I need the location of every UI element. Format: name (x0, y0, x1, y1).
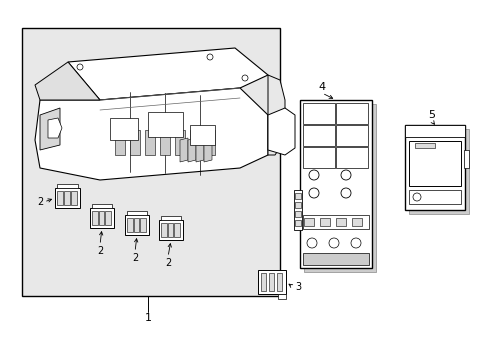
Bar (160, 130, 170, 155)
Polygon shape (267, 108, 294, 155)
Bar (335, 218, 346, 226)
Bar (174, 223, 180, 237)
Polygon shape (196, 138, 203, 162)
Bar (190, 125, 215, 145)
Text: 5: 5 (427, 110, 435, 120)
Bar (115, 130, 125, 155)
Circle shape (350, 238, 360, 248)
Bar (90, 208, 114, 228)
Circle shape (206, 54, 213, 60)
Polygon shape (48, 118, 62, 138)
Bar (335, 125, 367, 146)
Bar (105, 211, 111, 225)
Bar (57, 184, 78, 188)
Text: 1: 1 (144, 313, 151, 323)
Bar (99, 211, 104, 225)
Bar (167, 223, 173, 237)
Bar (294, 211, 301, 217)
Text: 4: 4 (318, 82, 325, 92)
Bar (276, 273, 282, 291)
Bar (408, 141, 460, 186)
Polygon shape (35, 88, 267, 180)
Bar (404, 125, 464, 210)
Bar (258, 270, 285, 294)
Text: 2: 2 (164, 258, 171, 268)
Bar (125, 215, 149, 235)
Bar (57, 191, 63, 205)
Bar (55, 188, 80, 208)
Bar (148, 112, 183, 137)
Bar (303, 253, 368, 265)
Bar (404, 125, 464, 137)
Polygon shape (267, 75, 285, 155)
Bar (414, 143, 434, 148)
Polygon shape (203, 138, 212, 162)
Bar (294, 220, 301, 226)
Bar (145, 130, 155, 155)
Bar (278, 294, 285, 299)
Bar (463, 150, 468, 168)
Circle shape (340, 188, 350, 198)
Polygon shape (68, 48, 267, 100)
Bar (92, 211, 98, 225)
Polygon shape (35, 62, 100, 100)
Bar (161, 216, 181, 220)
Bar (127, 211, 147, 215)
Bar (304, 218, 313, 226)
Text: 3: 3 (294, 282, 301, 292)
Circle shape (308, 170, 318, 180)
Bar (261, 273, 265, 291)
Bar (303, 125, 334, 146)
Bar (22, 28, 280, 296)
Bar (335, 147, 367, 168)
Bar (299, 100, 371, 268)
Bar (351, 218, 361, 226)
Circle shape (242, 75, 247, 81)
Text: 2: 2 (97, 246, 103, 256)
Bar (71, 191, 77, 205)
Circle shape (340, 170, 350, 180)
Text: 2: 2 (37, 197, 43, 207)
Circle shape (77, 64, 83, 70)
Bar (408, 190, 460, 204)
Bar (140, 218, 146, 232)
Bar (92, 204, 112, 208)
Bar (161, 223, 166, 237)
Polygon shape (180, 138, 187, 162)
Bar (294, 202, 301, 208)
Bar (127, 218, 132, 232)
Bar (130, 130, 140, 155)
Bar (268, 273, 273, 291)
Bar (175, 130, 184, 155)
Text: 2: 2 (132, 253, 138, 263)
Polygon shape (40, 108, 60, 150)
Bar (303, 215, 368, 229)
Bar (159, 220, 183, 240)
Bar (190, 130, 200, 155)
Bar (133, 218, 139, 232)
Bar (303, 147, 334, 168)
Bar (204, 130, 215, 155)
Circle shape (306, 238, 316, 248)
Circle shape (308, 188, 318, 198)
Bar (293, 190, 302, 230)
Polygon shape (304, 104, 375, 272)
Circle shape (412, 193, 420, 201)
Bar (303, 103, 334, 124)
Bar (335, 103, 367, 124)
Circle shape (328, 238, 338, 248)
Bar (110, 118, 138, 140)
Bar (294, 193, 301, 199)
Polygon shape (408, 129, 468, 214)
Bar (319, 218, 329, 226)
Polygon shape (187, 138, 196, 162)
Bar (64, 191, 70, 205)
